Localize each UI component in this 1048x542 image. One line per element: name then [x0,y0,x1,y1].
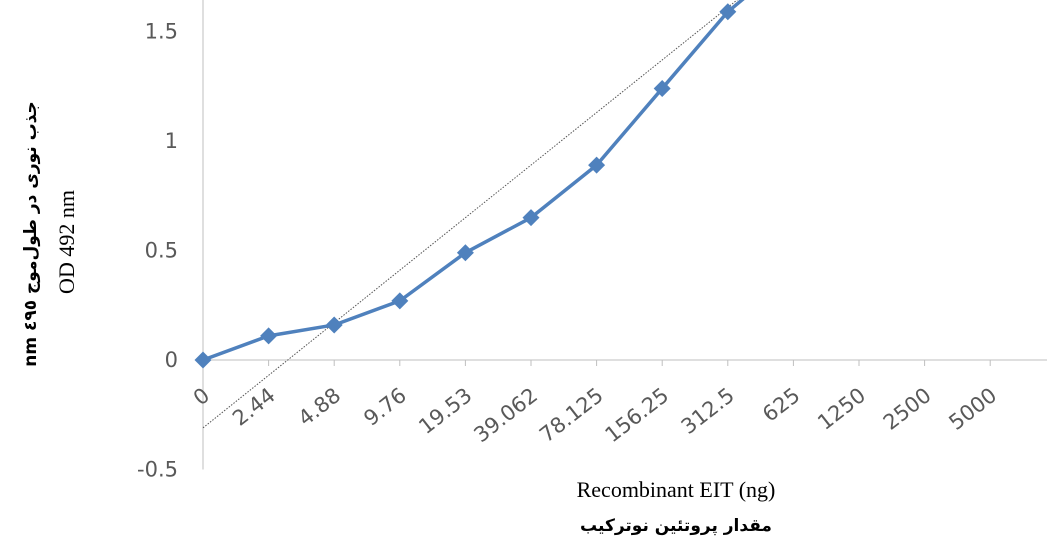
x-tick-label: 1250 [813,383,870,435]
data-point-marker [456,244,474,262]
data-point-marker [653,79,671,97]
y-axis-title-persian: جذب نوری در طول‌موج ٤٩٥ nm [21,101,41,367]
y-tick-label: 1 [165,129,178,153]
data-point-marker [194,351,212,369]
x-tick-label: 312.5 [677,383,739,439]
x-tick-label: 78.125 [535,383,608,447]
x-tick-label: 9.76 [359,383,411,431]
x-tick-label: 39.062 [469,383,542,447]
x-axis-title-persian: مقدار پروتئین نوترکیب [580,516,772,536]
y-tick-label: 0.5 [145,239,178,263]
trendline [202,0,738,429]
data-point-marker [719,3,737,21]
x-tick-label: 19.53 [414,383,476,439]
data-point-marker [522,209,540,227]
x-tick-label: 156.25 [601,383,674,447]
x-tick-label: 4.88 [294,383,346,431]
data-point-marker [325,316,343,334]
x-tick-label: 2.44 [228,383,280,431]
x-tick-marks [202,360,991,366]
y-tick-labels: -0.500.511.522.53 [137,20,178,482]
data-markers [194,3,737,369]
x-tick-label: 5000 [944,383,1001,435]
x-tick-label: 625 [758,383,804,427]
x-tick-label: 0 [189,383,214,410]
y-tick-label: 1.5 [145,20,178,44]
y-tick-label: -0.5 [137,458,178,482]
data-point-marker [260,327,278,345]
y-axis-title-english: OD 492 nm [54,190,79,294]
y-tick-label: 0 [165,348,178,372]
data-point-marker [588,156,606,174]
x-tick-label: 2500 [879,383,936,435]
x-axis-title-english: Recombinant EIT (ng) [577,477,776,502]
data-point-marker [391,292,409,310]
series-line [202,0,745,362]
